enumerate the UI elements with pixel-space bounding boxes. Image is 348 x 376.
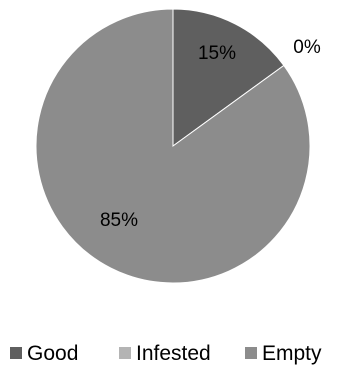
legend-swatch-empty [245,347,257,359]
legend-swatch-good [10,347,22,359]
pie-slices [35,8,311,284]
legend-label-good: Good [27,342,78,365]
data-labels: 15% 0% 85% [100,37,321,231]
data-label-infested: 0% [293,37,321,58]
legend-label-empty: Empty [262,342,322,365]
data-label-empty: 85% [100,210,138,231]
data-label-good: 15% [198,43,236,64]
legend-swatch-infested [119,347,131,359]
slice-good [172,8,285,147]
legend: Good Infested Empty [10,342,322,365]
slice-empty [35,8,311,284]
legend-label-infested: Infested [136,342,211,365]
